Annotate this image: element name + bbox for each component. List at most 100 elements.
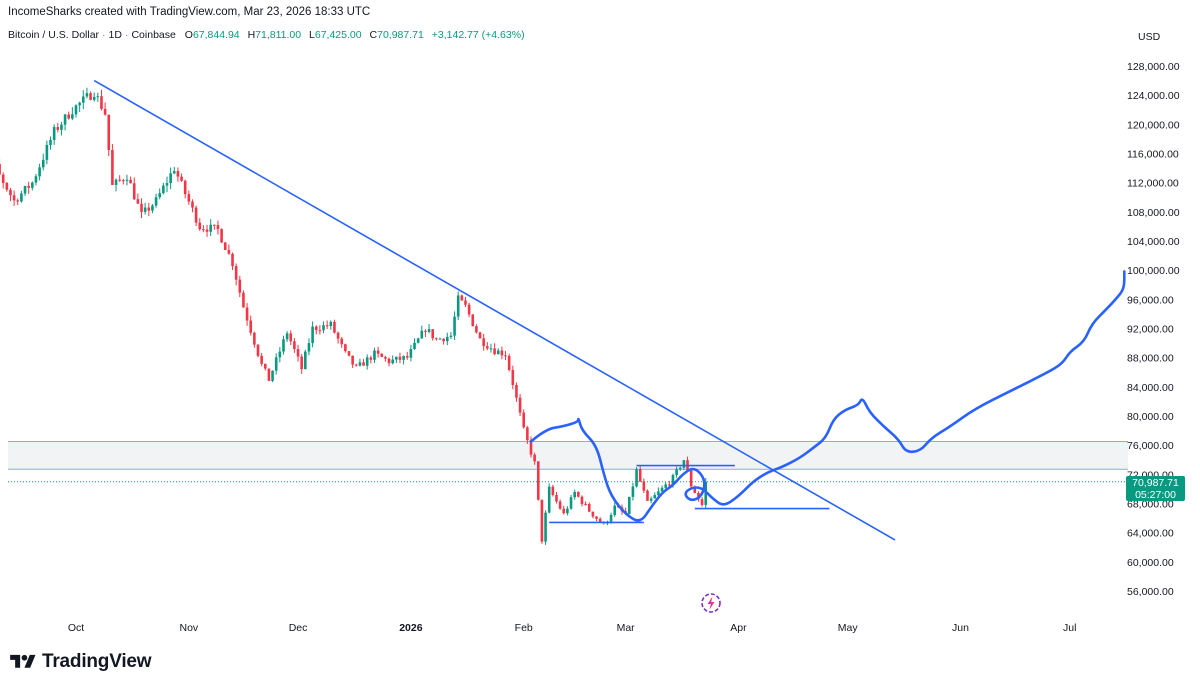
candle-body <box>577 491 580 497</box>
y-tick-label: 60,000.00 <box>1127 557 1174 569</box>
resistance-zone <box>8 441 1128 470</box>
candle-body <box>435 338 438 340</box>
candle-body <box>507 355 511 370</box>
candle-body <box>638 469 642 482</box>
candle-body <box>253 332 256 345</box>
currency-label[interactable]: USD <box>1138 31 1161 43</box>
candle-body <box>209 224 212 232</box>
candle-body <box>515 385 518 398</box>
candle-body <box>23 185 27 194</box>
candle-body <box>573 491 576 498</box>
candle-body <box>285 333 289 340</box>
candle-body <box>223 242 227 251</box>
candle-body <box>467 304 471 315</box>
candle-body <box>114 179 118 185</box>
candle-body <box>416 338 420 343</box>
candle-body <box>16 200 20 202</box>
candle-body <box>27 185 30 188</box>
candle-body <box>398 356 402 360</box>
candle-body <box>263 363 267 369</box>
candle-body <box>333 321 336 333</box>
candle-body <box>183 180 187 195</box>
x-tick-label: Apr <box>730 622 747 634</box>
y-tick-label: 68,000.00 <box>1127 499 1174 511</box>
candle-body <box>74 105 78 115</box>
y-tick-label: 116,000.00 <box>1127 149 1179 161</box>
y-tick-label: 124,000.00 <box>1127 90 1180 102</box>
candle-body <box>41 159 45 168</box>
candle-body <box>413 342 416 349</box>
candle-body <box>518 397 522 413</box>
candle-body <box>649 498 653 501</box>
candle-body <box>38 167 41 177</box>
candle-body <box>449 335 453 337</box>
candle-body <box>482 338 485 347</box>
candle-body <box>307 343 311 352</box>
y-tick-label: 100,000.00 <box>1127 265 1180 277</box>
candle-body <box>89 93 92 100</box>
candle-body <box>311 326 314 344</box>
candle-body <box>151 205 154 211</box>
candle-body <box>1 174 5 184</box>
candle-body <box>220 229 223 243</box>
candle-body <box>453 316 456 336</box>
candle-body <box>52 127 56 140</box>
candle-body <box>627 496 631 514</box>
candle-body <box>493 348 496 355</box>
candle-body <box>165 183 169 186</box>
candle-body <box>540 499 544 542</box>
candle-body <box>340 338 344 345</box>
candle-body <box>551 486 555 495</box>
candle-body <box>271 370 274 381</box>
x-tick-label: Jun <box>952 622 969 634</box>
candle-body <box>405 356 409 358</box>
change-value: +3,142.77 (+4.63%) <box>431 29 525 41</box>
candle-body <box>351 355 354 365</box>
candle-body <box>336 332 340 339</box>
candle-body <box>143 207 147 212</box>
candle-body <box>562 508 566 514</box>
candle-body <box>249 320 253 333</box>
candle-body <box>140 203 143 212</box>
candle-body <box>60 124 63 130</box>
time-axis: Oct Nov Dec 2026 Feb Mar Apr May Jun Jul <box>68 622 1077 634</box>
symbol-name: Bitcoin / U.S. Dollar <box>8 29 100 41</box>
candle-body <box>147 207 151 211</box>
low-value: 67,425.00 <box>314 29 362 41</box>
candle-body <box>245 307 249 321</box>
candle-body <box>296 349 300 357</box>
candle-body <box>125 179 129 181</box>
candle-body <box>158 193 162 198</box>
candle-body <box>132 183 136 200</box>
y-tick-label: 120,000.00 <box>1127 119 1180 131</box>
symbol-legend[interactable]: Bitcoin / U.S. Dollar · 1D · Coinbase O67,84… <box>8 29 525 41</box>
candle-body <box>169 173 172 184</box>
footer-brand[interactable]: TradingView <box>10 651 152 673</box>
candle-body <box>598 518 602 523</box>
candle-body <box>5 183 9 190</box>
candle-body <box>227 250 231 254</box>
candle-body <box>587 504 591 512</box>
candle-body <box>347 351 351 356</box>
candles-layer <box>0 87 708 545</box>
candle-body <box>664 484 667 488</box>
candle-body <box>274 357 278 371</box>
drawings-layer <box>93 79 1126 541</box>
candle-body <box>678 467 682 470</box>
x-tick-label: 2026 <box>399 622 423 634</box>
candle-body <box>700 499 704 505</box>
candle-body <box>646 490 649 501</box>
candle-body <box>293 341 296 350</box>
open-label: O <box>184 29 193 41</box>
candle-body <box>486 346 489 349</box>
candle-body <box>9 189 12 196</box>
y-tick-label: 128,000.00 <box>1127 61 1180 73</box>
candle-body <box>496 350 500 355</box>
candle-body <box>373 350 376 360</box>
lightning-badge-icon[interactable] <box>700 592 722 614</box>
candle-body <box>0 163 1 175</box>
candle-body <box>489 348 493 350</box>
candle-body <box>322 325 325 331</box>
candle-body <box>81 96 85 103</box>
